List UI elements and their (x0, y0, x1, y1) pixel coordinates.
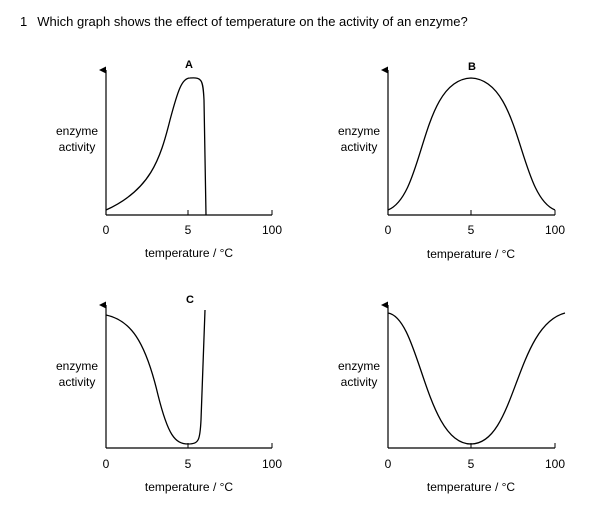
question-number: 1 (20, 14, 28, 29)
graph-d-tick-label-0: 0 (385, 457, 392, 471)
graph-c-tick-label-0: 0 (103, 457, 110, 471)
graph-a-tick-label-5: 5 (185, 223, 192, 237)
graph-a-tick-label-0: 0 (103, 223, 110, 237)
graph-d: enzyme activity 0 5 100 temperature / °C (338, 301, 566, 494)
graph-d-xlabel: temperature / °C (427, 480, 516, 494)
graph-a-ylabel-line2: activity (59, 140, 96, 154)
question-text: Which graph shows the effect of temperat… (37, 14, 468, 29)
graph-b-tick-label-5: 5 (468, 223, 475, 237)
graph-d-tick-label-100: 100 (545, 457, 565, 471)
graph-c: C enzyme activity 0 5 100 temperature / … (56, 294, 282, 494)
graph-b: B enzyme activity 0 5 100 temperature / … (338, 61, 565, 261)
graph-c-xlabel: temperature / °C (145, 480, 234, 494)
graph-a: A enzyme activity 0 5 100 temperature / … (56, 59, 282, 260)
graph-d-tick-label-5: 5 (468, 457, 475, 471)
graph-a-xlabel: temperature / °C (145, 246, 234, 260)
graph-c-tick-label-5: 5 (185, 457, 192, 471)
graph-c-ylabel-line1: enzyme (56, 359, 98, 373)
graph-c-option-label: C (186, 294, 194, 306)
graph-a-tick-label-100: 100 (262, 223, 282, 237)
graph-b-xlabel: temperature / °C (427, 247, 516, 261)
graph-d-ylabel-line2: activity (341, 375, 378, 389)
graph-b-ylabel-line1: enzyme (338, 124, 380, 138)
graph-c-ylabel-line2: activity (59, 375, 96, 389)
graph-c-tick-label-100: 100 (262, 457, 282, 471)
graph-b-ylabel-line2: activity (341, 140, 378, 154)
graph-d-ylabel-line1: enzyme (338, 359, 380, 373)
graph-a-curve (105, 77, 207, 216)
graph-b-curve (387, 77, 556, 211)
graph-c-curve (105, 309, 206, 445)
graph-b-tick-label-0: 0 (385, 223, 392, 237)
graph-b-tick-label-100: 100 (545, 223, 565, 237)
question: 1 Which graph shows the effect of tempera… (20, 14, 468, 29)
graph-d-curve (387, 312, 566, 445)
graph-a-option-label: A (185, 59, 193, 71)
graph-b-option-label: B (468, 61, 476, 73)
graph-a-ylabel-line1: enzyme (56, 124, 98, 138)
